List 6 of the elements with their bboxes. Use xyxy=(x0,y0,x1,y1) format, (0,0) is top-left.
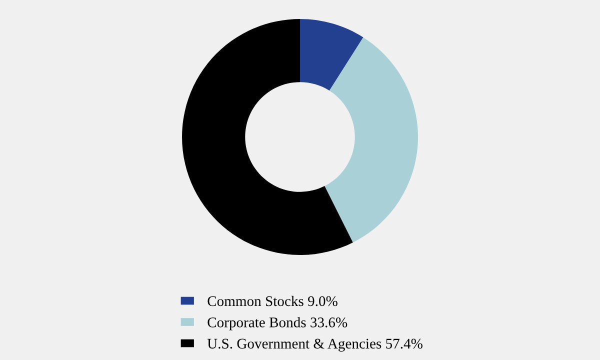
donut-slice xyxy=(324,37,418,242)
donut-slice xyxy=(182,19,353,255)
legend-label: U.S. Government & Agencies 57.4% xyxy=(207,338,422,352)
donut-slice xyxy=(300,19,364,91)
legend-label: Common Stocks 9.0% xyxy=(208,296,338,306)
legend-label: Corporate Bonds 33.6% xyxy=(208,317,348,330)
